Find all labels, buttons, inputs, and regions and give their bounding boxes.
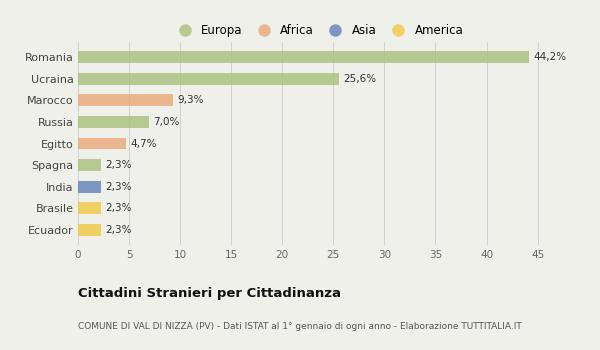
Text: 44,2%: 44,2% <box>533 52 566 62</box>
Legend: Europa, Africa, Asia, America: Europa, Africa, Asia, America <box>170 21 466 39</box>
Bar <box>78 181 101 192</box>
Text: 2,3%: 2,3% <box>106 225 132 235</box>
Bar <box>78 94 173 106</box>
Bar <box>78 224 101 236</box>
Bar <box>78 73 340 85</box>
Text: 2,3%: 2,3% <box>106 160 132 170</box>
Text: 7,0%: 7,0% <box>154 117 180 127</box>
Bar <box>78 159 101 171</box>
Text: Cittadini Stranieri per Cittadinanza: Cittadini Stranieri per Cittadinanza <box>78 287 341 300</box>
Text: 4,7%: 4,7% <box>130 139 157 148</box>
Text: 25,6%: 25,6% <box>344 74 377 84</box>
Text: 2,3%: 2,3% <box>106 182 132 192</box>
Text: 2,3%: 2,3% <box>106 203 132 213</box>
Bar <box>78 51 529 63</box>
Text: 9,3%: 9,3% <box>177 95 203 105</box>
Bar <box>78 116 149 128</box>
Text: COMUNE DI VAL DI NIZZA (PV) - Dati ISTAT al 1° gennaio di ogni anno - Elaborazio: COMUNE DI VAL DI NIZZA (PV) - Dati ISTAT… <box>78 322 522 331</box>
Bar <box>78 138 126 149</box>
Bar <box>78 202 101 214</box>
